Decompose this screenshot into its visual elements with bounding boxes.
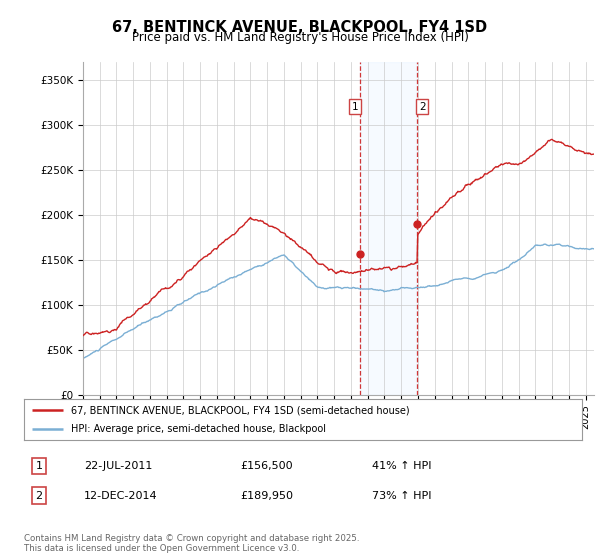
Text: 1: 1 [352, 101, 358, 111]
Text: 2: 2 [35, 491, 43, 501]
Text: Price paid vs. HM Land Registry's House Price Index (HPI): Price paid vs. HM Land Registry's House … [131, 31, 469, 44]
Text: Contains HM Land Registry data © Crown copyright and database right 2025.
This d: Contains HM Land Registry data © Crown c… [24, 534, 359, 553]
Text: 67, BENTINCK AVENUE, BLACKPOOL, FY4 1SD: 67, BENTINCK AVENUE, BLACKPOOL, FY4 1SD [112, 20, 488, 35]
Text: 73% ↑ HPI: 73% ↑ HPI [372, 491, 431, 501]
Text: 12-DEC-2014: 12-DEC-2014 [84, 491, 158, 501]
Text: 2: 2 [419, 101, 425, 111]
Text: 67, BENTINCK AVENUE, BLACKPOOL, FY4 1SD (semi-detached house): 67, BENTINCK AVENUE, BLACKPOOL, FY4 1SD … [71, 405, 410, 415]
Text: 22-JUL-2011: 22-JUL-2011 [84, 461, 152, 471]
Text: £156,500: £156,500 [240, 461, 293, 471]
Text: £189,950: £189,950 [240, 491, 293, 501]
Text: 1: 1 [35, 461, 43, 471]
Text: HPI: Average price, semi-detached house, Blackpool: HPI: Average price, semi-detached house,… [71, 424, 326, 433]
Text: 41% ↑ HPI: 41% ↑ HPI [372, 461, 431, 471]
Bar [360, 62, 417, 395]
